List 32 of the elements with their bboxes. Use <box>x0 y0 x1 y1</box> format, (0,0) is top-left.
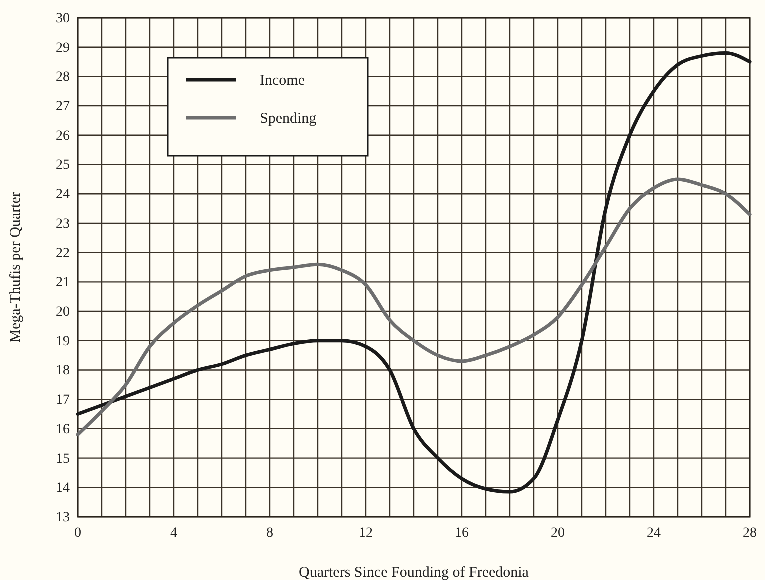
y-tick-label: 27 <box>56 100 70 115</box>
line-series <box>76 178 752 437</box>
x-tick-label: 24 <box>647 526 661 541</box>
x-tick-label: 4 <box>170 526 178 541</box>
y-tick-label: 14 <box>56 481 70 496</box>
y-tick-label: 29 <box>56 40 70 56</box>
y-tick-label: 17 <box>56 393 70 408</box>
x-tick-label: 28 <box>743 526 757 541</box>
y-tick-label: 13 <box>56 510 70 526</box>
y-tick-label: 23 <box>56 216 70 232</box>
y-tick-label: 19 <box>56 334 70 350</box>
y-tick-label: 25 <box>56 158 70 174</box>
x-tick-label: 0 <box>74 526 82 541</box>
y-tick-label: 18 <box>56 364 70 379</box>
x-tick-label: 20 <box>551 526 565 541</box>
x-tick-label: 16 <box>455 526 469 541</box>
y-tick-label: 30 <box>56 11 70 26</box>
y-tick-label: 22 <box>56 246 70 262</box>
x-tick-label: 8 <box>266 526 274 541</box>
y-tick-label: 15 <box>56 452 70 467</box>
x-tick-label: 12 <box>359 526 373 541</box>
y-tick-label: 20 <box>56 305 70 320</box>
line-series <box>76 51 752 494</box>
y-tick-label: 28 <box>56 70 70 86</box>
y-tick-label: 24 <box>56 188 70 203</box>
y-tick-label: 26 <box>56 128 70 144</box>
y-tick-label: 21 <box>56 276 70 291</box>
y-axis-title: Mega-Thufis per Quarter <box>8 192 24 343</box>
legend-label: Income <box>260 73 306 89</box>
y-tick-label: 16 <box>56 422 70 438</box>
x-axis-title: Quarters Since Founding of Freedonia <box>299 565 530 580</box>
legend-label: Spending <box>260 111 318 127</box>
